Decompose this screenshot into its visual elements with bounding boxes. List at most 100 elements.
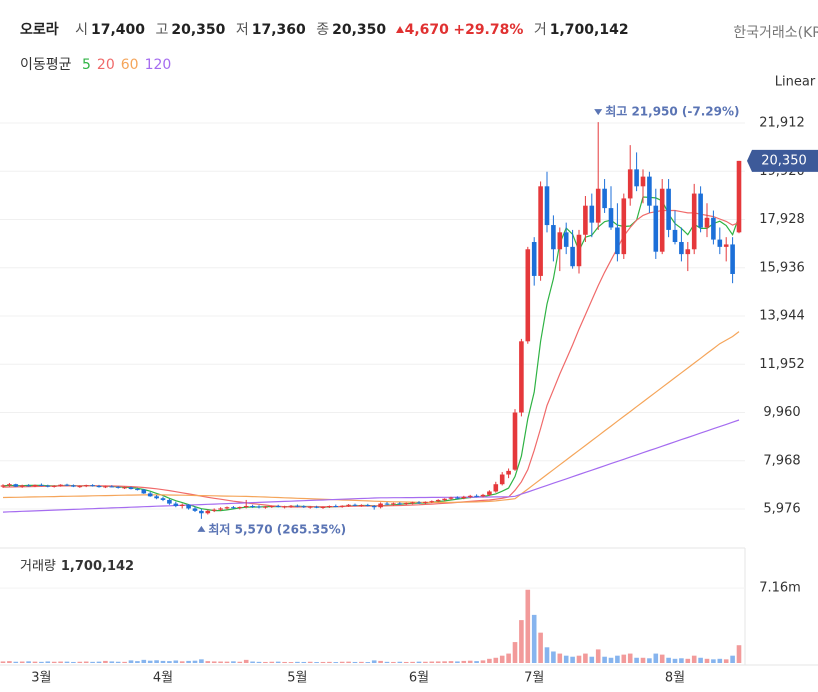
candle-body	[160, 498, 166, 500]
y-tick-label: 13,944	[759, 309, 805, 324]
candle-body	[467, 495, 473, 497]
candle-body	[672, 229, 678, 243]
candle-body	[711, 217, 716, 240]
volume-bar	[378, 660, 383, 663]
volume-bar	[256, 661, 262, 663]
candle-body	[627, 169, 633, 199]
volume-bar	[371, 660, 377, 663]
candle-body	[320, 506, 326, 508]
volume-bar	[250, 661, 255, 663]
price-tag	[747, 149, 818, 172]
volume-bar	[32, 661, 38, 663]
y-tick-label: 9,960	[763, 405, 800, 420]
candle-body	[275, 506, 281, 508]
volume-bar	[58, 661, 63, 663]
annotation-marker	[594, 109, 603, 116]
volume-bar	[634, 657, 639, 663]
volume-title: 거래량 1,700,142	[20, 559, 134, 574]
y-tick-label: 7.16m	[759, 581, 801, 596]
value: 1,700,142	[549, 22, 629, 38]
value: 17,400	[90, 22, 146, 38]
candle-body	[659, 188, 665, 252]
volume-bar	[275, 661, 281, 663]
volume-bar	[90, 661, 95, 663]
candle-body	[147, 493, 153, 497]
legend-item: 120	[144, 57, 172, 73]
volume-bar	[544, 647, 550, 663]
volume-bar	[570, 656, 575, 663]
candle-body	[397, 503, 403, 505]
candle-body	[339, 505, 345, 507]
candle-body	[474, 495, 479, 497]
volume-bar	[0, 661, 6, 663]
volume-bar	[339, 661, 345, 663]
volume-bar	[723, 659, 729, 663]
candle-body	[243, 506, 249, 508]
volume-bar	[192, 660, 198, 663]
label: 고	[155, 22, 169, 38]
candle-body	[384, 503, 390, 505]
candle-body	[461, 496, 467, 499]
candle-body	[128, 487, 134, 490]
legend-item: 5	[81, 57, 91, 73]
candle-body	[19, 485, 25, 487]
ma-line	[2, 209, 740, 508]
volume-bar	[563, 655, 569, 663]
candle-body	[685, 249, 691, 255]
volume-bar	[416, 661, 422, 663]
volume-bar	[333, 662, 339, 663]
candle-body	[141, 489, 147, 494]
volume-bar	[263, 661, 268, 663]
volume-bar	[576, 655, 582, 663]
volume-bar	[653, 653, 659, 663]
candle-body	[205, 510, 211, 514]
volume-bar	[384, 661, 390, 663]
candle-body	[736, 160, 742, 233]
candle-body	[237, 506, 243, 508]
candle-body	[45, 485, 51, 487]
label: 종	[316, 22, 330, 38]
ma-legend: 이동평균 5 20 60 120	[20, 54, 171, 74]
annotation: 최저 5,570 (265.35%)	[208, 521, 346, 536]
volume-bar	[717, 658, 723, 663]
candle-body	[192, 508, 198, 511]
volume-bar	[557, 653, 563, 663]
volume-bar	[39, 661, 44, 663]
volume-bar	[314, 662, 319, 663]
y-tick-label: 15,936	[759, 260, 805, 275]
label: 시	[75, 22, 88, 38]
header: 오로라 시 17,400 고 20,350 저 17,360 종 20,350 4,67…	[20, 19, 629, 39]
candle-body	[167, 499, 172, 504]
volume-bar	[365, 662, 371, 663]
volume-bar	[173, 660, 179, 663]
candle-body	[480, 494, 486, 497]
volume-bar	[621, 654, 627, 663]
volume-bar	[122, 661, 127, 663]
volume-bar	[615, 655, 620, 663]
volume-value: 1,700,142	[61, 559, 134, 574]
candle-body	[83, 485, 89, 487]
candle-body	[429, 501, 435, 503]
volume-bar	[71, 661, 76, 663]
candle-body	[589, 205, 595, 223]
volume-bar	[647, 658, 652, 663]
volume-bar	[391, 661, 396, 663]
x-tick-label: 6월	[409, 671, 429, 686]
candle-body	[199, 510, 204, 514]
volume-bar	[493, 657, 499, 663]
candle-body	[634, 169, 639, 187]
candle-body	[359, 505, 364, 507]
candle-body	[71, 485, 76, 487]
candle-body	[269, 506, 275, 508]
candle-body	[410, 502, 415, 504]
x-tick-label: 3월	[31, 671, 51, 686]
label: 거	[533, 22, 547, 38]
candle-body	[224, 507, 230, 509]
volume-bar	[538, 632, 543, 663]
volume-bar	[231, 661, 236, 663]
volume-label: 거래량	[20, 559, 56, 574]
candle-body	[231, 507, 236, 509]
volume-bar	[7, 661, 12, 663]
